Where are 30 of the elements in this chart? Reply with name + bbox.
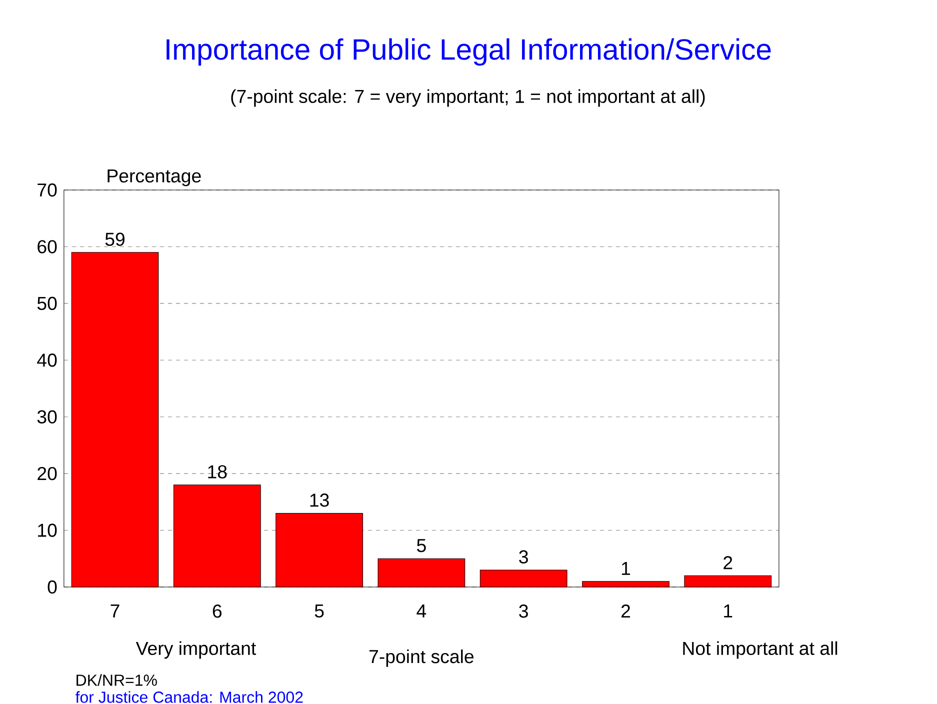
data-label: 13: [310, 494, 329, 507]
text: Not important at all: [683, 641, 838, 659]
data-label: 2: [724, 556, 732, 570]
data-label: 5: [417, 539, 426, 552]
chart-subtitle: (7-point scale: 7 = very important; 1 = not important at all): [231, 89, 705, 107]
x-tick-label: 4: [416, 604, 426, 618]
text: DK/NR=1%: [76, 674, 157, 686]
y-tick-label: 10: [38, 524, 57, 537]
y-tick-label: 0: [48, 580, 57, 594]
x-tick-label: 1: [724, 604, 732, 618]
data-label: 3: [519, 550, 528, 564]
x-tick-label: 2: [621, 604, 630, 618]
text: Very important: [136, 641, 256, 659]
x-tick-label: 5: [314, 604, 324, 618]
x-tick-label: 3: [519, 604, 528, 618]
data-label: 59: [105, 232, 124, 246]
y-tick-label: 40: [37, 354, 57, 367]
y-tick-label: 30: [37, 410, 57, 424]
data-label: 1: [622, 562, 630, 575]
y-tick-label: 50: [37, 296, 57, 310]
x-axis-title: 7-point scale: [369, 649, 474, 667]
chart-title: Importance of Public Legal Information/Service: [166, 38, 771, 66]
y-tick-label: 70: [38, 183, 57, 197]
data-label: 18: [208, 465, 227, 478]
y-tick-label: 60: [38, 240, 57, 254]
y-tick-label: 20: [38, 466, 57, 480]
x-tick-label: 6: [212, 604, 222, 618]
x-tick-label: 7: [110, 604, 120, 618]
y-axis-title: Percentage: [108, 169, 201, 186]
text: for Justice Canada: March 2002: [76, 691, 303, 703]
